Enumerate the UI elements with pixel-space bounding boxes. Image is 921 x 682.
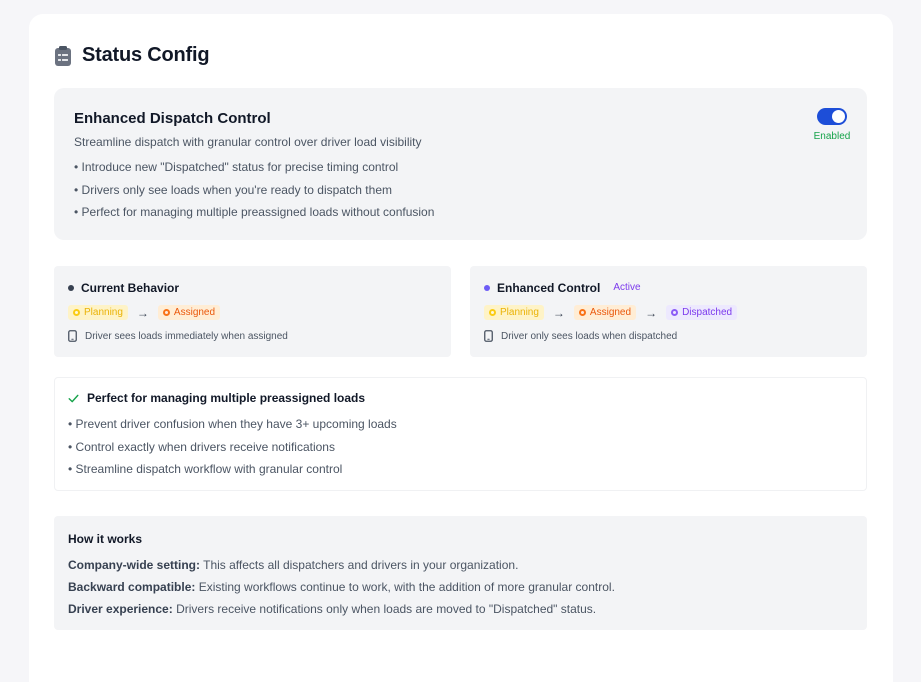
how-it-works-item: Company-wide setting: This affects all d… [68,558,615,580]
enhanced-dispatch-panel: Enhanced Dispatch Control Streamline dis… [54,88,867,240]
item-label: Driver experience: [68,602,173,616]
benefit-item: • Control exactly when drivers receive n… [68,439,335,454]
benefits-header: Perfect for managing multiple preassigne… [68,391,365,405]
item-text: Existing workflows continue to work, wit… [195,580,615,594]
arrow-right-icon: → [136,305,149,320]
arrow-right-icon: → [552,305,565,320]
benefit-item: • Prevent driver confusion when they hav… [68,417,397,431]
current-behavior-header: Current Behavior [68,281,179,295]
page-title: Status Config [82,44,210,66]
status-flow: Planning → Assigned → Dispatched [484,305,738,320]
status-badge-label: Assigned [173,307,216,318]
active-tag: Active [613,281,641,293]
note-text: Driver sees loads immediately when assig… [85,330,288,342]
clipboard-list-icon [55,45,71,66]
status-dot-icon [578,309,586,316]
benefits-panel: Perfect for managing multiple preassigne… [54,377,867,491]
status-badge-label: Dispatched [682,307,733,318]
feature-bullet: • Drivers only see loads when you're rea… [74,182,392,197]
toggle-knob [832,110,845,123]
status-dot-icon [73,309,80,316]
benefit-item: • Streamline dispatch workflow with gran… [68,462,343,476]
status-dot-icon [489,309,496,316]
how-it-works-panel: How it works Company-wide setting: This … [54,516,867,630]
page-header: Status Config [54,44,210,67]
benefits-title: Perfect for managing multiple preassigne… [87,391,366,405]
status-badge-planning: Planning [68,305,128,320]
status-badge-label: Planning [500,307,539,318]
status-dot-icon [671,309,679,316]
feature-subtitle: Streamline dispatch with granular contro… [74,135,422,149]
current-behavior-note: Driver sees loads immediately when assig… [68,330,288,342]
smartphone-icon [484,330,493,342]
status-badge-planning: Planning [484,305,544,320]
status-badge-label: Assigned [589,307,632,318]
item-text: Drivers receive notifications only when … [172,602,597,616]
feature-bullet: • Introduce new "Dispatched" status for … [74,160,399,174]
status-badge-dispatched: Dispatched [666,305,738,320]
bullet-dot-icon [68,285,74,291]
bullet-dot-icon [484,285,490,291]
status-badge-assigned: Assigned [157,305,221,320]
status-badge-assigned: Assigned [573,305,637,320]
enhanced-control-note: Driver only sees loads when dispatched [484,330,677,342]
item-text: This affects all dispatchers and drivers… [200,558,519,572]
status-flow: Planning → Assigned [68,305,221,320]
note-text: Driver only sees loads when dispatched [501,330,678,342]
enhanced-control-panel: Enhanced Control Active Planning → Assig… [470,266,867,357]
check-icon [68,394,79,402]
status-config-card: Status Config Enhanced Dispatch Control … [29,14,893,682]
benefits-list: • Prevent driver confusion when they hav… [68,417,397,485]
enhanced-control-header: Enhanced Control Active [484,281,641,295]
how-it-works-item: Driver experience: Drivers receive notif… [68,602,615,624]
feature-bullet: • Perfect for managing multiple preassig… [74,205,435,219]
arrow-right-icon: → [645,305,658,320]
status-dot-icon [162,309,170,316]
item-label: Backward compatible: [68,580,196,594]
item-label: Company-wide setting: [68,558,201,572]
enhanced-dispatch-toggle[interactable] [817,108,847,125]
how-it-works-title: How it works [68,532,143,546]
current-behavior-title: Current Behavior [81,281,180,295]
enhanced-control-title: Enhanced Control [497,281,601,295]
current-behavior-panel: Current Behavior Planning → Assigned Dri… [54,266,451,357]
how-it-works-item: Backward compatible: Existing workflows … [68,580,615,602]
feature-title: Enhanced Dispatch Control [74,110,271,127]
feature-bullet-list: • Introduce new "Dispatched" status for … [74,160,434,228]
toggle-state-label: Enabled [813,131,851,142]
how-it-works-list: Company-wide setting: This affects all d… [68,558,615,624]
status-badge-label: Planning [84,307,123,318]
smartphone-icon [68,330,77,342]
